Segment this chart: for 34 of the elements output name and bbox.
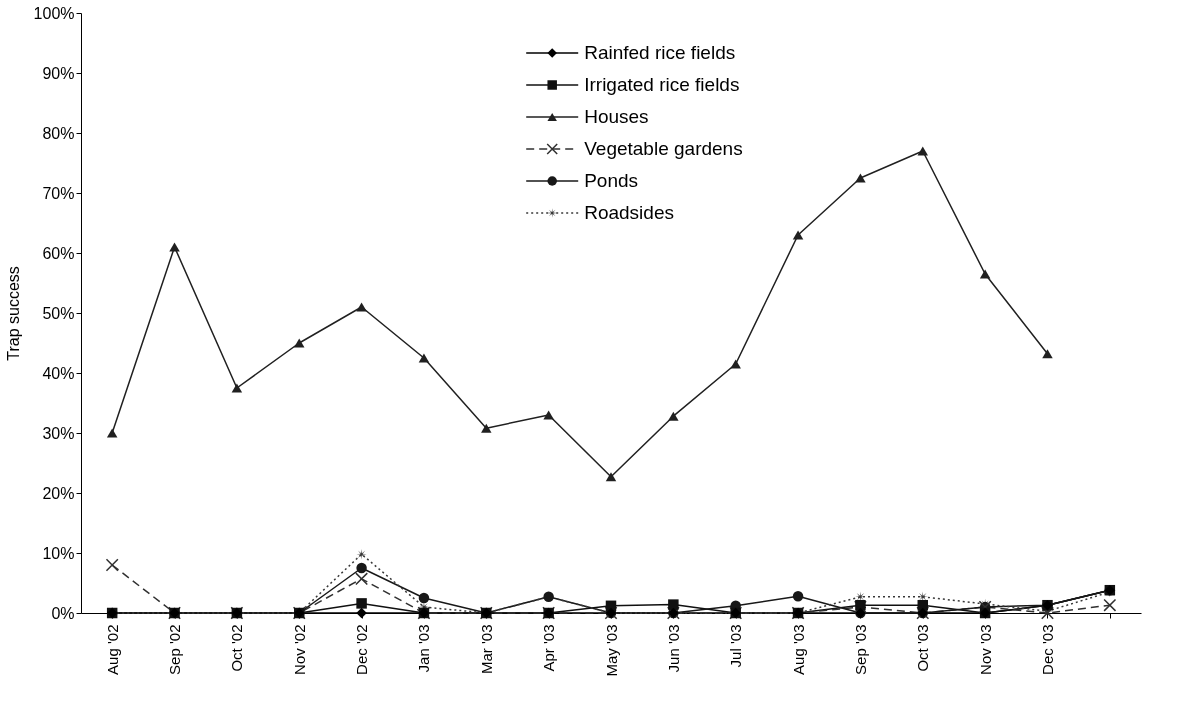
x-tick-label: Dec '03 <box>1038 624 1056 675</box>
x-tick-label: Aug '03 <box>789 624 807 675</box>
x-tick-label: Mar '03 <box>477 624 495 675</box>
y-axis-title: Trap success <box>4 266 22 361</box>
x-tick-label: Aug '02 <box>103 624 121 675</box>
x-tick-label: Apr '03 <box>540 624 558 672</box>
x-tick-label: Sep '03 <box>851 624 869 675</box>
x-tick-label: Jun '03 <box>664 624 682 673</box>
y-tick-label: 100% <box>33 4 75 22</box>
legend-label: Rainfed rice fields <box>584 42 736 63</box>
x-tick-label: Jul '03 <box>727 624 745 668</box>
x-tick-label: Oct '03 <box>914 624 932 672</box>
y-tick-label: 60% <box>42 244 75 262</box>
y-tick-label: 10% <box>42 544 75 562</box>
legend-label: Houses <box>584 106 649 127</box>
x-tick-label: Sep '02 <box>166 624 184 675</box>
y-tick-label: 40% <box>42 364 75 382</box>
y-tick-label: 50% <box>42 304 75 322</box>
legend-label: Irrigated rice fields <box>584 74 740 95</box>
y-tick-label: 70% <box>42 184 75 202</box>
x-tick-label: May '03 <box>602 624 620 677</box>
y-tick-label: 90% <box>42 64 75 82</box>
x-tick-label: Nov '03 <box>976 624 994 675</box>
y-tick-label: 80% <box>42 124 75 142</box>
y-tick-label: 0% <box>51 604 75 622</box>
x-tick-label: Oct '02 <box>228 624 246 672</box>
y-tick-label: 20% <box>42 484 75 502</box>
legend-label: Ponds <box>584 170 639 191</box>
legend-label: Vegetable gardens <box>584 138 743 159</box>
legend-label: Roadsides <box>584 202 674 223</box>
x-tick-label: Nov '02 <box>290 624 308 675</box>
y-tick-label: 30% <box>42 424 75 442</box>
x-tick-label: Dec '02 <box>353 624 371 675</box>
x-tick-label: Jan '03 <box>415 624 433 673</box>
